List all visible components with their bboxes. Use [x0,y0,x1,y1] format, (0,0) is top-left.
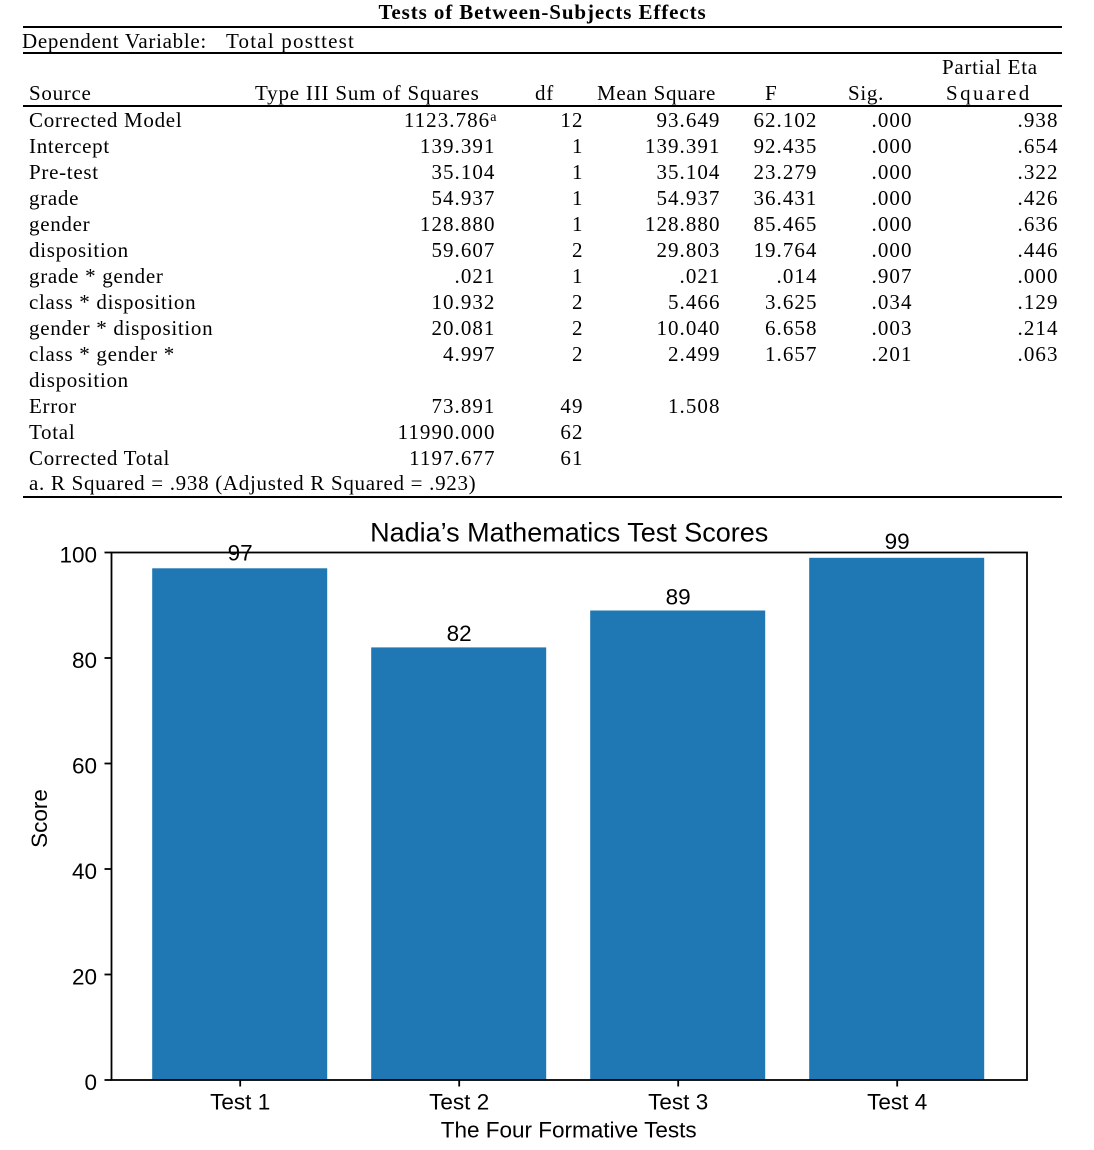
svg-text:Test 1: Test 1 [210,1089,270,1114]
svg-text:97: 97 [228,541,253,566]
svg-text:0: 0 [84,1070,97,1095]
svg-text:Test 2: Test 2 [429,1089,489,1114]
svg-text:The Four Formative Tests: The Four Formative Tests [441,1118,697,1143]
svg-text:20: 20 [72,964,97,989]
svg-text:Nadia’s Mathematics Test Score: Nadia’s Mathematics Test Scores [370,518,768,548]
svg-text:100: 100 [59,542,97,567]
svg-text:60: 60 [72,753,97,778]
svg-text:Score: Score [27,789,52,848]
svg-text:89: 89 [666,585,691,610]
svg-text:40: 40 [72,859,97,884]
svg-text:Test 3: Test 3 [648,1089,708,1114]
svg-text:99: 99 [885,529,910,554]
svg-text:82: 82 [447,621,472,646]
svg-text:80: 80 [72,648,97,673]
svg-text:Test 4: Test 4 [867,1089,927,1114]
